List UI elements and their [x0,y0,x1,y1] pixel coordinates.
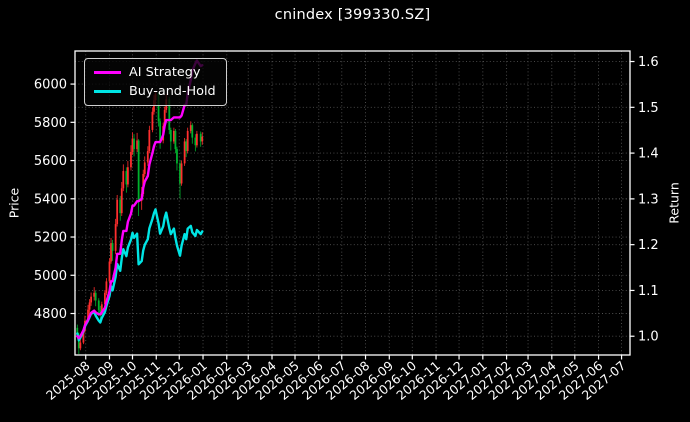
candle-body-down [157,93,160,122]
candle-body-up [93,292,96,297]
candle-body-up [131,138,134,152]
chart-title: cnindex [399330.SZ] [274,7,431,23]
price-tick-label: 4800 [34,307,67,322]
candle-body-up [148,129,151,151]
candle-body-down [137,140,140,201]
candle-body-down [111,243,114,251]
candle-body-up [180,163,183,184]
candle-body-up [114,224,117,251]
candle-body-up [143,162,146,174]
price-tick-label: 6000 [34,78,67,93]
candle-body-down [194,137,197,146]
candle-body-up [90,296,92,303]
candle-body-up [146,150,149,163]
return-tick-label: 1.5 [638,101,659,116]
legend-item-ai-strategy: AI Strategy [94,63,217,82]
candle-body-down [97,300,100,311]
price-tick-label: 5600 [34,154,67,169]
ai-strategy-line-swatch [94,70,121,75]
candle-body-up [100,304,103,314]
candle-body-down [179,163,181,184]
return-tick-label: 1.1 [638,284,659,299]
candle-body-up [172,130,175,142]
candle-body-down [169,129,172,142]
plot-border [74,50,631,356]
candle-body-down [168,99,171,130]
candle-body-down [176,149,178,164]
candle-body-up [108,261,111,282]
return-tick-label: 1.3 [638,192,659,207]
candle-body-up [136,140,138,150]
candle-body-up [105,281,108,293]
candle-body-up [116,199,119,225]
candle-body-up [195,133,198,146]
candle-body-up [82,330,85,343]
return-tick-label: 1.4 [638,147,659,162]
candle-body-down [199,133,202,142]
candle-body-down [185,141,188,151]
candle-body-up [88,302,91,310]
candle-body-up [183,141,186,164]
candle-body-up [103,292,106,305]
price-axis-label: Price [6,187,22,219]
candle-body-up [79,342,82,349]
return-tick-label: 1.2 [638,238,659,253]
legend: AI Strategy Buy-and-Hold [84,58,227,106]
buy-and-hold-line-swatch [94,89,121,94]
candle-body-up [126,167,129,185]
return-tick-label: 1.0 [638,330,659,345]
candle-body-up [130,151,132,168]
candle-body-down [133,138,135,150]
candle-body-up [110,243,112,262]
buy-and-hold-line [76,208,204,342]
return-axis-label: Return [666,182,682,224]
candle-body-up [87,309,89,321]
candle-body-down [99,310,102,314]
price-tick-label: 5200 [34,231,67,246]
legend-label-buy-and-hold: Buy-and-Hold [129,84,216,99]
candle-body-up [163,109,166,127]
candle-body-down [94,292,97,301]
price-tick-label: 5400 [34,192,67,207]
ai-strategy-line [76,59,204,340]
candle-body-down [119,199,122,214]
candle-body-up [201,136,204,142]
candle-body-down [174,130,177,150]
candle-body-down [76,327,79,335]
return-tick-label: 1.6 [638,55,659,70]
candle-body-up [189,125,192,131]
price-tick-label: 5000 [34,269,67,284]
candle-body-down [191,125,194,138]
candle-body-up [153,100,155,112]
candle-body-up [120,188,123,214]
candle-body-up [122,171,125,189]
price-tick-label: 5800 [34,116,67,131]
legend-label-ai-strategy: AI Strategy [129,65,201,80]
candle-body-up [151,111,154,130]
candle-body-up [186,130,189,151]
candle-body-down [159,121,161,141]
legend-item-buy-and-hold: Buy-and-Hold [94,82,217,101]
candle-body-down [125,171,128,185]
